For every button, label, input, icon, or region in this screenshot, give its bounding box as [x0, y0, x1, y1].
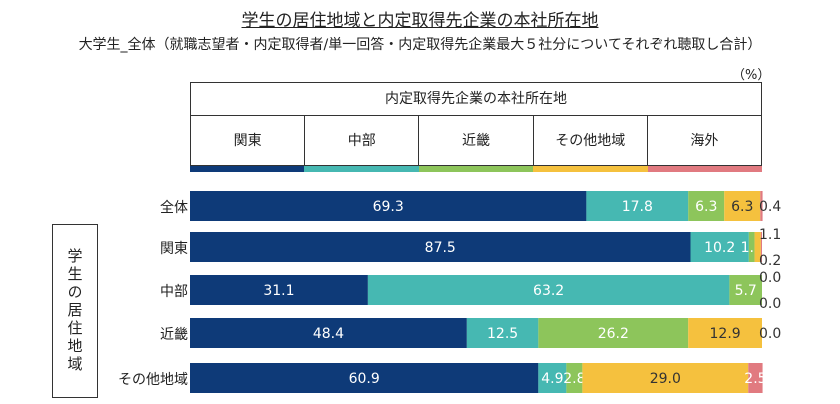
legend-entry: 近畿: [419, 116, 534, 166]
data-label: 10.2: [704, 240, 735, 256]
row-label: 関東: [160, 241, 188, 257]
data-label: 60.9: [349, 371, 380, 387]
bar-segment: [538, 363, 567, 393]
bar-segment: [724, 191, 761, 221]
bar-segment: [466, 318, 539, 348]
legend-swatch: [418, 166, 534, 172]
data-label: 48.4: [313, 326, 344, 342]
bar-segment: [760, 232, 762, 262]
chart-subtitle: 大学生_全体（就職志望者・内定取得者/単一回答・内定取得先企業最大５社分について…: [78, 37, 762, 53]
data-label: 63.2: [533, 283, 564, 299]
bar-segment: [754, 232, 761, 262]
data-label: 5.7: [735, 283, 757, 299]
bar-segment: [688, 318, 762, 348]
bar-segment: [760, 191, 763, 221]
legend-entry: 関東: [191, 116, 306, 166]
bar-segment: [690, 232, 749, 262]
data-label: 69.3: [373, 199, 404, 215]
bar-segment: [748, 363, 763, 393]
legend-swatch: [190, 166, 305, 172]
legend-entry: その他地域: [534, 116, 648, 166]
legend-swatch: [533, 166, 648, 172]
row-label: 中部: [160, 284, 188, 300]
bar-segment: [190, 275, 368, 305]
data-label: 12.5: [487, 326, 518, 342]
bar-segment: [582, 363, 749, 393]
chart-title: 学生の居住地域と内定取得先企業の本社所在地: [241, 11, 599, 31]
legend-entry: 海外: [690, 133, 719, 149]
data-label: 6.3: [731, 199, 753, 215]
bar-segment: [748, 232, 755, 262]
data-label: 2.8: [563, 371, 585, 387]
data-label: 4.9: [541, 371, 563, 387]
data-label: 29.0: [650, 371, 681, 387]
data-label: 17.8: [622, 199, 653, 215]
data-label: 0.0: [759, 326, 781, 342]
row-axis-label: 学生の居住地域: [52, 224, 98, 398]
data-label: 87.5: [425, 240, 456, 256]
data-label: 2.5: [744, 371, 766, 387]
row-label: 全体: [160, 200, 188, 216]
unit-label: （%）: [732, 68, 771, 83]
data-label: 0.0: [759, 296, 781, 312]
legend-entry: 中部: [305, 116, 420, 166]
bar-segment: [190, 232, 691, 262]
legend-title: 内定取得先企業の本社所在地: [191, 83, 761, 116]
data-label: 0.2: [759, 253, 781, 269]
legend-swatch: [647, 166, 763, 172]
bar-segment: [190, 318, 467, 348]
bar-segment: [729, 275, 762, 305]
legend-color-strip: [190, 166, 763, 172]
row-label: 近畿: [160, 327, 188, 343]
bar-segment: [190, 191, 587, 221]
bar-segment: [688, 191, 725, 221]
bar-segment: [190, 363, 539, 393]
legend-header: 内定取得先企業の本社所在地 関東 中部 近畿 その他地域 海外: [190, 82, 762, 166]
data-label: 26.2: [598, 326, 629, 342]
bar-segment: [566, 363, 583, 393]
legend-swatch: [304, 166, 419, 172]
row-label: その他地域: [118, 372, 188, 388]
data-label: 0.4: [759, 199, 781, 215]
bar-segment: [586, 191, 689, 221]
data-label: 1.1: [759, 227, 781, 243]
data-label: 6.3: [695, 199, 717, 215]
bar-segment: [538, 318, 689, 348]
data-label: 31.1: [263, 283, 294, 299]
data-label: 12.9: [710, 326, 741, 342]
bar-segment: [367, 275, 730, 305]
data-label: 0.0: [759, 270, 781, 286]
